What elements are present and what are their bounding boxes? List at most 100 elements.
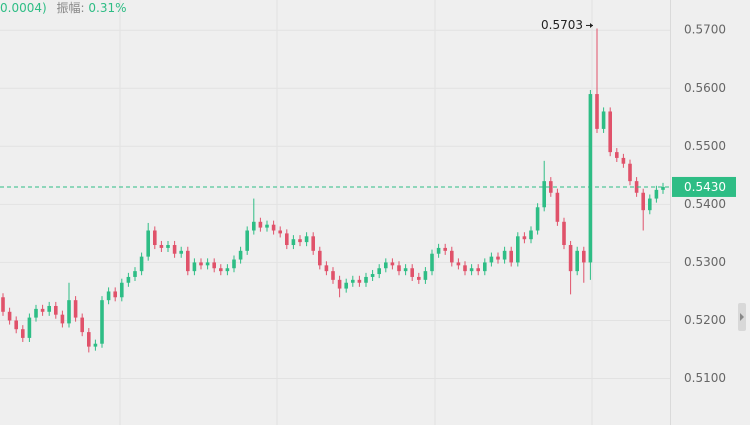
candle-body (34, 308, 38, 318)
candle-body (661, 186, 665, 190)
candle-body (535, 207, 540, 231)
candle-body (212, 262, 216, 269)
candle-body (311, 236, 315, 251)
candle-body (648, 198, 652, 211)
candle-body (483, 262, 487, 272)
candle-body (351, 279, 355, 283)
candle-body (384, 262, 388, 269)
candle-body (159, 245, 164, 248)
candle-body (172, 245, 177, 254)
candle-body (87, 332, 91, 347)
candle-body (126, 276, 131, 283)
max-annotation: 0.5703 (541, 18, 583, 32)
candle-body (615, 152, 619, 158)
candle-body (555, 192, 560, 222)
candle-body (113, 291, 117, 298)
candle-body (245, 230, 249, 251)
y-tick-label: 0.5200 (684, 313, 726, 327)
y-tick-label: 0.5400 (684, 197, 726, 211)
candle-body (60, 314, 65, 324)
header: 0.0004) 振幅: 0.31% (0, 0, 127, 15)
candle-body (588, 94, 593, 263)
candle-body (562, 221, 566, 246)
candle-body (166, 245, 170, 248)
candle-body (463, 265, 467, 272)
candle-body (120, 282, 124, 298)
candle-body (476, 268, 480, 272)
candle-body (73, 300, 78, 318)
candle-body (318, 250, 322, 266)
candle-body (595, 94, 599, 129)
candle-body (568, 245, 573, 272)
candle-body (469, 268, 474, 272)
candle-body (278, 230, 282, 234)
candle-body (628, 163, 632, 182)
candle-body (450, 250, 454, 263)
candle-body (397, 265, 401, 272)
candle-body (1, 297, 5, 312)
candle-body (403, 268, 408, 272)
candle-body (377, 268, 381, 275)
candle-body (298, 239, 302, 243)
y-tick-label: 0.5600 (684, 81, 726, 95)
scroll-arrow (740, 313, 744, 321)
candle-body (285, 233, 289, 246)
candle-body (529, 230, 533, 240)
candle-body (621, 157, 626, 164)
candle-body (14, 320, 18, 330)
candle-body (654, 189, 659, 199)
y-tick-label: 0.5700 (684, 23, 726, 37)
candle-body (153, 230, 157, 246)
candle-body (634, 181, 639, 193)
candle-body (93, 343, 98, 347)
y-tick-label: 0.5100 (684, 371, 726, 385)
candle-body (390, 262, 395, 266)
candle-body (238, 250, 243, 260)
candle-body (133, 271, 137, 277)
candle-body (423, 271, 428, 280)
candle-body (370, 274, 375, 277)
candle-body (575, 250, 579, 272)
candle-body (47, 305, 51, 312)
candle-body (186, 250, 190, 272)
candle-body (106, 291, 111, 301)
candle-body (291, 239, 296, 246)
candle-body (443, 247, 447, 251)
candle-body (331, 271, 335, 280)
candle-body (258, 221, 263, 228)
change: 0.0004) (0, 1, 47, 15)
candle-body (146, 230, 150, 257)
candle-body (205, 262, 210, 266)
candle-body (192, 262, 197, 272)
candle-body (608, 111, 612, 153)
candle-body (100, 300, 104, 344)
candle-body (7, 311, 12, 321)
candle-body (54, 305, 58, 315)
candle-body (304, 236, 309, 243)
candle-body (496, 256, 500, 260)
candle-body (232, 259, 236, 269)
candle-body (502, 250, 507, 260)
candle-body (456, 262, 461, 266)
candle-body (179, 250, 183, 254)
candle-body (21, 329, 25, 338)
y-tick-label: 0.5500 (684, 139, 726, 153)
candle-body (252, 221, 256, 231)
candle-body (324, 265, 329, 272)
candle-body (40, 308, 45, 312)
candle-body (344, 282, 348, 289)
candle-body (436, 247, 441, 254)
candle-body (430, 253, 434, 272)
last-price-box (672, 176, 736, 197)
candle-body (516, 236, 520, 263)
candle-body (601, 111, 606, 129)
candle-body (417, 276, 421, 280)
candle-body (364, 276, 368, 283)
candle-body (67, 300, 71, 324)
candle-body (522, 236, 527, 240)
candle-body (489, 256, 494, 263)
candle-body (509, 250, 513, 263)
max-arrow-head (590, 22, 593, 28)
